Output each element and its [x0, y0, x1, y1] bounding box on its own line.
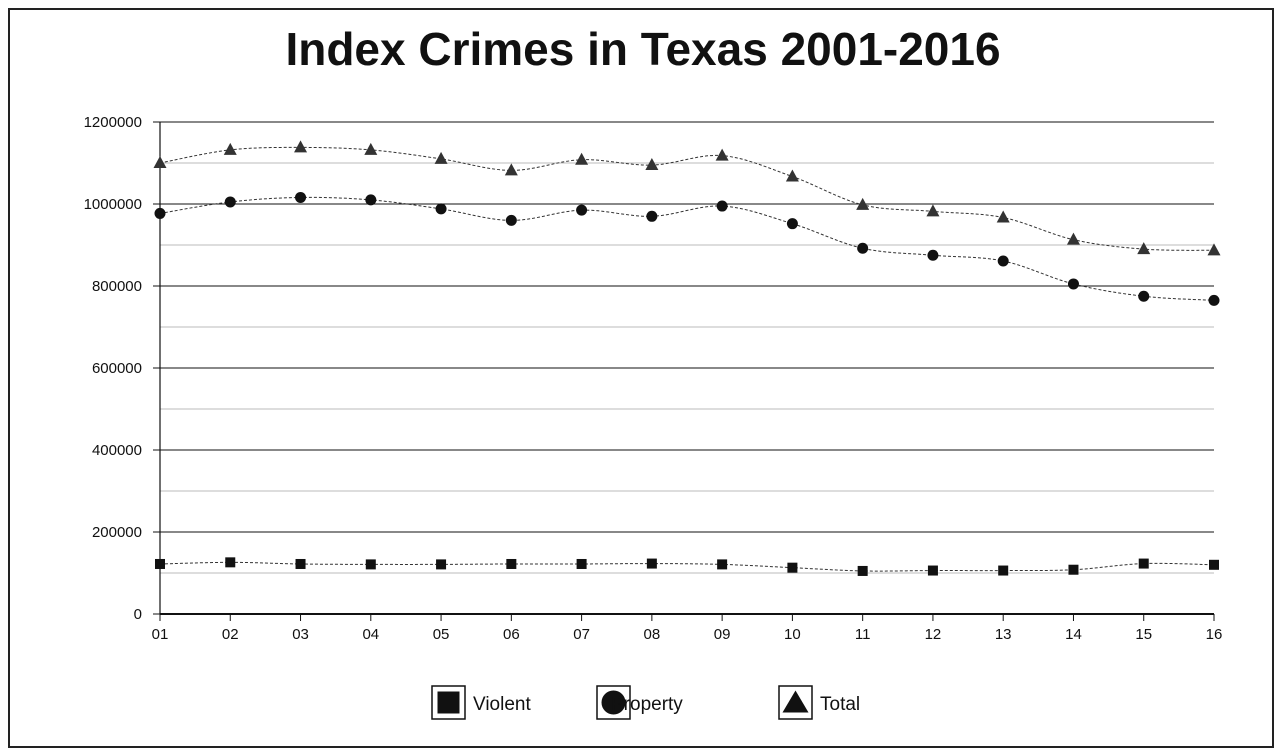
total-data-point	[364, 142, 378, 155]
total-data-point	[715, 148, 729, 161]
x-tick-label: 06	[503, 626, 520, 643]
violent-data-point	[646, 558, 657, 569]
total-data-point	[785, 169, 799, 182]
y-tick-label: 200000	[92, 524, 142, 541]
y-tick-label: 600000	[92, 360, 142, 377]
violent-data-point	[717, 559, 728, 570]
property-data-point	[1067, 278, 1079, 290]
total-data-point	[645, 158, 659, 171]
total-data-point	[926, 204, 940, 217]
legend-square-icon	[437, 691, 460, 714]
y-tick-label: 0	[134, 606, 142, 623]
y-tick-label: 400000	[92, 442, 142, 459]
violent-data-point	[155, 558, 165, 569]
total-data-point	[1066, 232, 1080, 245]
total-data-point	[856, 197, 870, 210]
x-tick-label: 05	[433, 626, 450, 643]
x-tick-label: 16	[1206, 626, 1223, 643]
property-data-point	[224, 196, 236, 208]
property-data-point	[295, 191, 307, 203]
property-data-point	[576, 204, 588, 216]
violent-data-point	[998, 565, 1009, 576]
violent-series-line	[159, 561, 1215, 572]
property-data-point	[857, 242, 869, 254]
x-tick-label: 14	[1065, 626, 1082, 643]
violent-data-point	[436, 559, 447, 570]
total-data-point	[996, 210, 1010, 223]
x-tick-label: 10	[784, 626, 801, 643]
violent-data-point	[1068, 564, 1079, 575]
property-data-point	[505, 214, 517, 226]
property-data-point	[1138, 290, 1150, 302]
x-tick-label: 08	[644, 626, 661, 643]
property-data-point	[365, 194, 377, 206]
violent-data-point	[927, 565, 938, 576]
y-tick-label: 1200000	[84, 114, 142, 131]
x-tick-label: 11	[855, 626, 871, 643]
violent-data-point	[295, 558, 306, 569]
x-tick-label: 15	[1135, 626, 1152, 643]
x-tick-label: 07	[573, 626, 590, 643]
violent-data-point	[857, 565, 868, 576]
property-data-point	[786, 218, 798, 230]
y-tick-label: 800000	[92, 278, 142, 295]
property-data-point	[435, 203, 447, 215]
x-tick-label: 13	[995, 626, 1012, 643]
total-data-point	[1207, 243, 1221, 256]
total-data-point	[575, 152, 589, 165]
total-series-line	[159, 146, 1215, 251]
violent-data-point	[576, 558, 587, 569]
total-data-point	[294, 140, 308, 153]
y-tick-label: 1000000	[84, 196, 142, 213]
violent-data-point	[787, 562, 798, 573]
x-tick-label: 01	[152, 626, 169, 643]
violent-data-point	[225, 557, 236, 568]
x-tick-label: 04	[362, 626, 379, 643]
violent-data-point	[506, 558, 517, 569]
x-tick-label: 09	[714, 626, 731, 643]
x-tick-label: 02	[222, 626, 239, 643]
legend-violent-label: Violent	[473, 694, 531, 715]
total-data-point	[504, 163, 518, 176]
property-data-point	[716, 200, 728, 212]
violent-data-point	[1138, 558, 1149, 569]
property-data-point	[997, 255, 1009, 267]
property-series-line	[159, 196, 1215, 301]
total-data-point	[153, 156, 167, 168]
property-data-point	[1208, 294, 1220, 306]
legend-circle-icon	[601, 690, 626, 715]
property-data-point	[154, 207, 166, 219]
x-tick-label: 12	[925, 626, 942, 643]
total-data-point	[1137, 242, 1151, 255]
legend-triangle-icon	[782, 690, 809, 713]
chart-title: Index Crimes in Texas 2001-2016	[285, 23, 1001, 75]
property-data-point	[646, 210, 658, 222]
legend-property-label: Property	[611, 694, 683, 715]
total-data-point	[434, 151, 448, 164]
x-tick-label: 03	[292, 626, 309, 643]
total-data-point	[223, 142, 237, 155]
legend-total-label: Total	[820, 694, 860, 715]
property-data-point	[927, 249, 939, 261]
violent-data-point	[365, 559, 376, 570]
violent-data-point	[1209, 559, 1219, 570]
